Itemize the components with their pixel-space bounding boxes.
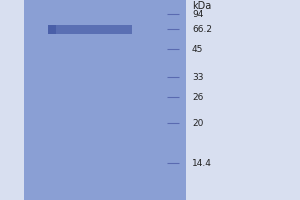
Text: 33: 33 — [192, 73, 203, 82]
Text: 20: 20 — [192, 119, 203, 128]
FancyBboxPatch shape — [52, 25, 56, 34]
FancyBboxPatch shape — [52, 25, 56, 34]
FancyBboxPatch shape — [51, 25, 55, 34]
FancyBboxPatch shape — [51, 25, 56, 34]
Text: kDa: kDa — [192, 1, 211, 11]
FancyBboxPatch shape — [50, 25, 54, 34]
FancyBboxPatch shape — [51, 25, 56, 34]
FancyBboxPatch shape — [52, 25, 56, 34]
Text: 45: 45 — [192, 45, 203, 54]
FancyBboxPatch shape — [50, 25, 54, 34]
FancyBboxPatch shape — [49, 25, 53, 34]
FancyBboxPatch shape — [24, 0, 186, 200]
FancyBboxPatch shape — [48, 25, 132, 34]
FancyBboxPatch shape — [50, 25, 55, 34]
FancyBboxPatch shape — [49, 25, 53, 34]
FancyBboxPatch shape — [48, 25, 52, 34]
FancyBboxPatch shape — [51, 25, 55, 34]
Text: 26: 26 — [192, 93, 203, 102]
FancyBboxPatch shape — [49, 25, 53, 34]
FancyBboxPatch shape — [48, 25, 52, 34]
FancyBboxPatch shape — [50, 25, 55, 34]
FancyBboxPatch shape — [50, 25, 54, 34]
Text: 66.2: 66.2 — [192, 25, 212, 34]
Text: 94: 94 — [192, 10, 203, 19]
FancyBboxPatch shape — [49, 25, 53, 34]
Text: 14.4: 14.4 — [192, 159, 212, 168]
FancyBboxPatch shape — [50, 25, 54, 34]
FancyBboxPatch shape — [48, 25, 52, 34]
